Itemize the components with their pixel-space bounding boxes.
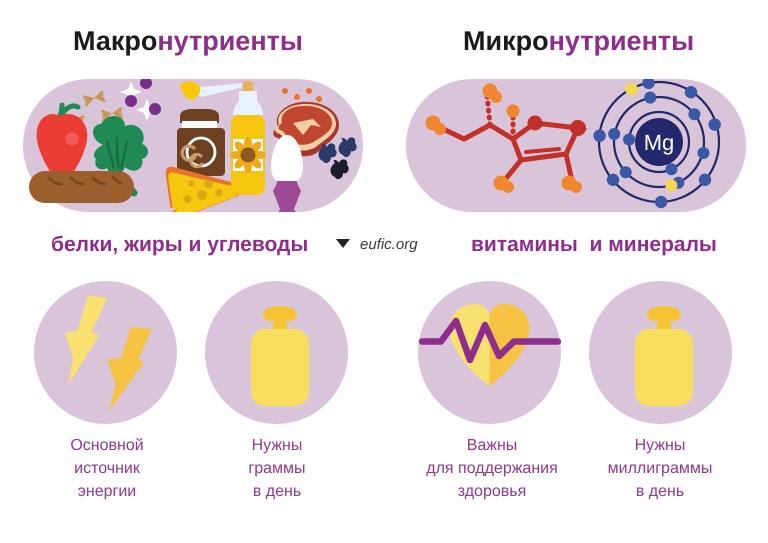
svg-text:Mg: Mg: [644, 130, 675, 155]
